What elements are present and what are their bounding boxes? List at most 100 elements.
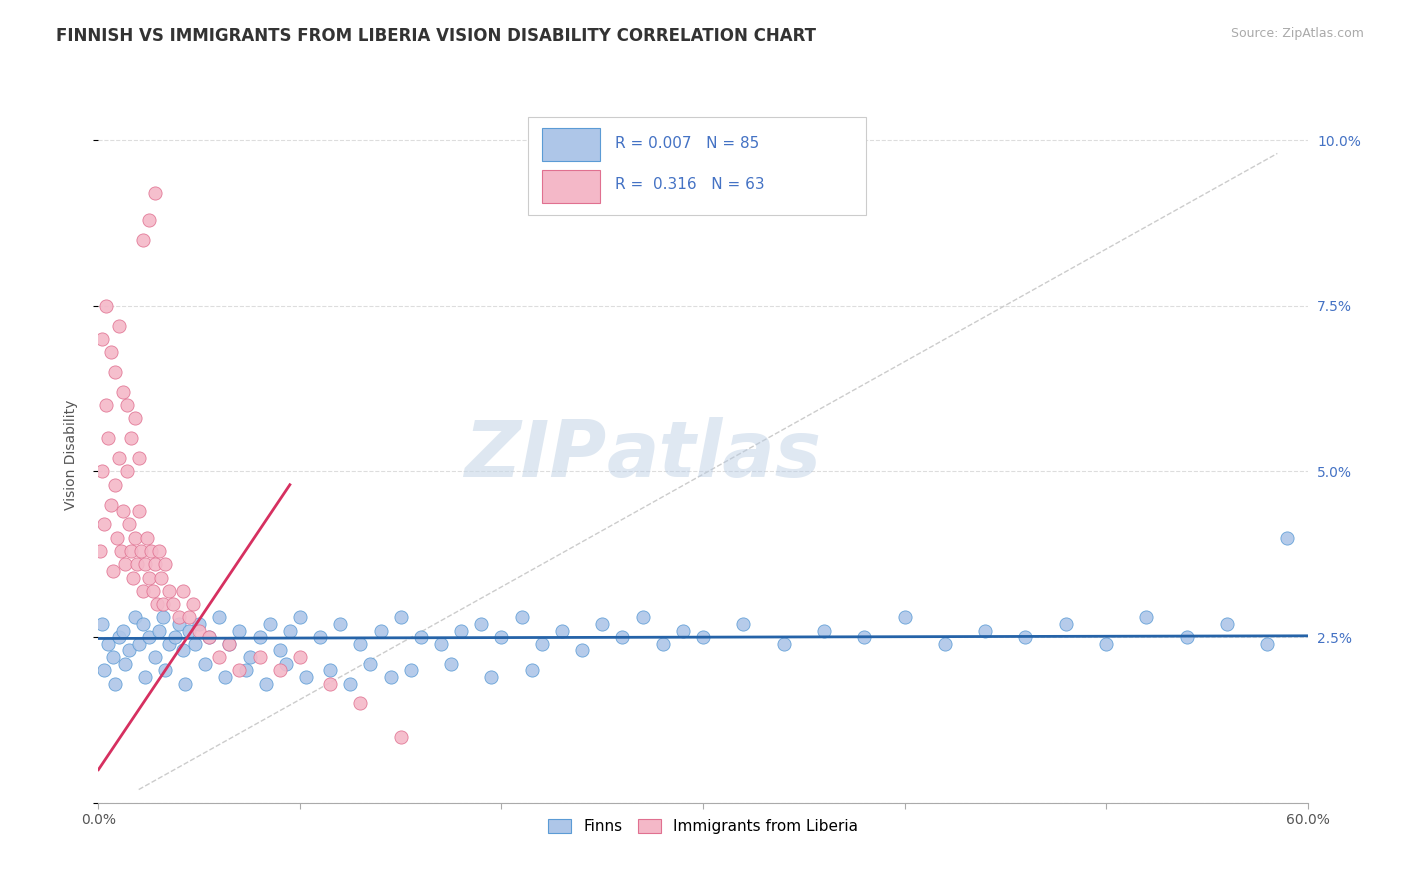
Point <box>974 624 997 638</box>
Point <box>134 670 156 684</box>
Point <box>520 663 543 677</box>
Point <box>208 650 231 665</box>
Point <box>167 610 190 624</box>
Point <box>259 616 281 631</box>
Point <box>1054 616 1077 631</box>
Point <box>181 597 204 611</box>
Point <box>138 630 160 644</box>
Point <box>143 558 166 572</box>
Point <box>120 544 142 558</box>
Point <box>128 451 150 466</box>
Point <box>91 332 114 346</box>
Point <box>1256 637 1278 651</box>
Point <box>1216 616 1239 631</box>
Point <box>111 384 134 399</box>
Point <box>631 610 654 624</box>
Point <box>491 630 513 644</box>
Point <box>349 697 371 711</box>
Point <box>96 398 118 412</box>
Point <box>111 624 134 638</box>
Point <box>179 610 201 624</box>
Point <box>409 630 432 644</box>
Point <box>184 637 207 651</box>
Point <box>103 365 125 379</box>
Point <box>91 616 114 631</box>
Text: R =  0.316   N = 63: R = 0.316 N = 63 <box>614 178 765 193</box>
Point <box>139 544 162 558</box>
Point <box>129 544 152 558</box>
Point <box>194 657 217 671</box>
Point <box>135 531 157 545</box>
Point <box>450 624 472 638</box>
Point <box>1277 531 1299 545</box>
Point <box>100 345 122 359</box>
Point <box>288 650 311 665</box>
Point <box>1014 630 1036 644</box>
Point <box>121 570 143 584</box>
Point <box>97 637 120 651</box>
Point <box>114 657 136 671</box>
Point <box>249 650 271 665</box>
Point <box>105 531 128 545</box>
Point <box>389 730 412 744</box>
Point <box>288 610 311 624</box>
Point <box>481 670 503 684</box>
FancyBboxPatch shape <box>543 128 600 161</box>
Point <box>157 637 180 651</box>
Point <box>103 477 125 491</box>
Point <box>157 583 180 598</box>
Text: FINNISH VS IMMIGRANTS FROM LIBERIA VISION DISABILITY CORRELATION CHART: FINNISH VS IMMIGRANTS FROM LIBERIA VISIO… <box>56 27 817 45</box>
Point <box>813 624 835 638</box>
Point <box>152 597 174 611</box>
Point <box>214 670 236 684</box>
Point <box>370 624 392 638</box>
Point <box>128 637 150 651</box>
Point <box>692 630 714 644</box>
Point <box>1135 610 1157 624</box>
Point <box>188 616 211 631</box>
Point <box>148 624 170 638</box>
Point <box>672 624 695 638</box>
Point <box>143 650 166 665</box>
Point <box>103 676 125 690</box>
Text: ZIP: ZIP <box>464 417 606 493</box>
Point <box>309 630 332 644</box>
Point <box>274 657 297 671</box>
Point <box>107 630 129 644</box>
Point <box>96 299 118 313</box>
Point <box>101 650 124 665</box>
Point <box>138 212 160 227</box>
Point <box>249 630 271 644</box>
Point <box>295 670 318 684</box>
Point <box>115 398 138 412</box>
Point <box>143 186 166 201</box>
Y-axis label: Vision Disability: Vision Disability <box>63 400 77 510</box>
Point <box>1095 637 1118 651</box>
Point <box>115 465 138 479</box>
Point <box>254 676 277 690</box>
Point <box>389 610 412 624</box>
Point <box>179 624 201 638</box>
Point <box>138 570 160 584</box>
Point <box>93 663 115 677</box>
Point <box>319 663 342 677</box>
Text: Source: ZipAtlas.com: Source: ZipAtlas.com <box>1230 27 1364 40</box>
Point <box>470 616 492 631</box>
Point <box>125 558 148 572</box>
Point <box>551 624 574 638</box>
Point <box>571 643 593 657</box>
Point <box>198 630 221 644</box>
Point <box>132 616 155 631</box>
Point <box>100 498 122 512</box>
Point <box>97 431 120 445</box>
Text: atlas: atlas <box>606 417 821 493</box>
Point <box>198 630 221 644</box>
Point <box>208 610 231 624</box>
Point <box>149 570 172 584</box>
Point <box>934 637 956 651</box>
Point <box>853 630 876 644</box>
Point <box>148 544 170 558</box>
Point <box>612 630 634 644</box>
Point <box>134 558 156 572</box>
Point <box>110 544 132 558</box>
